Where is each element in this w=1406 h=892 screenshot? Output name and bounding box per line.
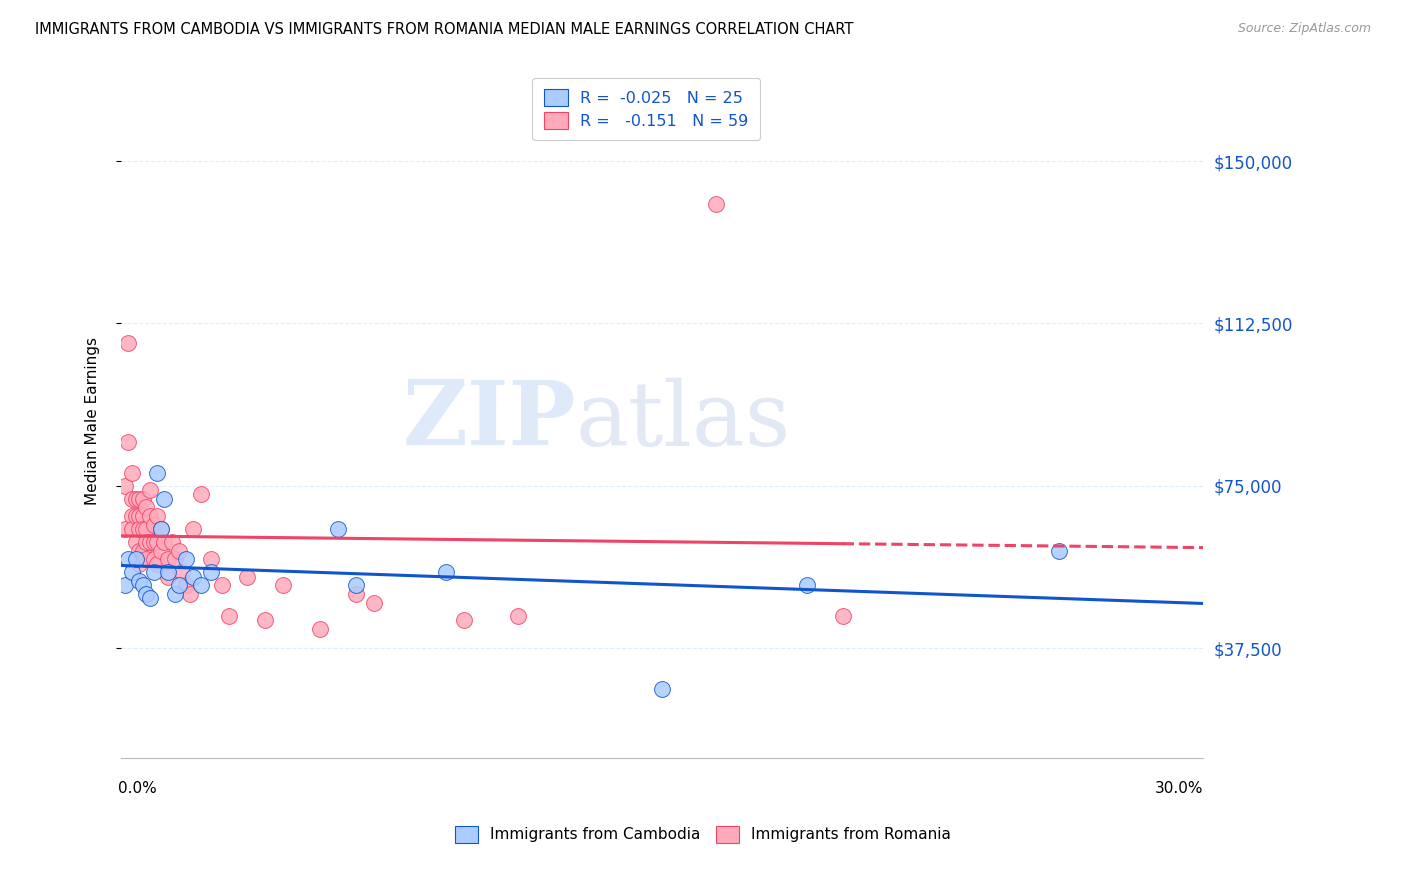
Point	[142, 566, 165, 580]
Point	[124, 535, 146, 549]
Point	[165, 552, 187, 566]
Point	[121, 522, 143, 536]
Point	[128, 557, 150, 571]
Point	[157, 570, 180, 584]
Point	[114, 578, 136, 592]
Point	[142, 517, 165, 532]
Point	[114, 522, 136, 536]
Point	[651, 682, 673, 697]
Point	[128, 509, 150, 524]
Point	[121, 491, 143, 506]
Point	[128, 543, 150, 558]
Point	[218, 608, 240, 623]
Point	[132, 522, 155, 536]
Point	[363, 596, 385, 610]
Text: Source: ZipAtlas.com: Source: ZipAtlas.com	[1237, 22, 1371, 36]
Point	[211, 578, 233, 592]
Point	[128, 491, 150, 506]
Point	[132, 509, 155, 524]
Point	[149, 543, 172, 558]
Point	[174, 578, 197, 592]
Point	[124, 552, 146, 566]
Point	[117, 435, 139, 450]
Point	[128, 574, 150, 588]
Point	[190, 487, 212, 501]
Point	[142, 535, 165, 549]
Point	[167, 543, 190, 558]
Point	[132, 543, 155, 558]
Point	[434, 566, 457, 580]
Point	[153, 491, 176, 506]
Point	[114, 479, 136, 493]
Point	[308, 622, 330, 636]
Point	[128, 522, 150, 536]
Point	[132, 491, 155, 506]
Y-axis label: Median Male Earnings: Median Male Earnings	[86, 337, 100, 505]
Text: atlas: atlas	[575, 377, 792, 465]
Point	[135, 587, 157, 601]
Point	[172, 566, 194, 580]
Point	[153, 535, 176, 549]
Point	[181, 570, 204, 584]
Point	[236, 570, 259, 584]
Point	[146, 509, 169, 524]
Point	[796, 578, 818, 592]
Point	[124, 509, 146, 524]
Point	[124, 491, 146, 506]
Point	[139, 535, 162, 549]
Point	[326, 522, 349, 536]
Point	[121, 466, 143, 480]
Point	[181, 522, 204, 536]
Point	[157, 552, 180, 566]
Point	[117, 552, 139, 566]
Point	[165, 587, 187, 601]
Point	[453, 613, 475, 627]
Point	[190, 578, 212, 592]
Text: 0.0%: 0.0%	[118, 781, 156, 797]
Point	[146, 466, 169, 480]
Point	[179, 587, 201, 601]
Point	[344, 587, 367, 601]
Point	[149, 522, 172, 536]
Point	[139, 509, 162, 524]
Text: 30.0%: 30.0%	[1154, 781, 1204, 797]
Point	[344, 578, 367, 592]
Point	[160, 535, 183, 549]
Point	[121, 566, 143, 580]
Point	[135, 535, 157, 549]
Point	[149, 522, 172, 536]
Point	[200, 566, 222, 580]
Legend: R =  -0.025   N = 25, R =   -0.151   N = 59: R = -0.025 N = 25, R = -0.151 N = 59	[533, 78, 759, 140]
Point	[139, 591, 162, 606]
Point	[200, 552, 222, 566]
Text: IMMIGRANTS FROM CAMBODIA VS IMMIGRANTS FROM ROMANIA MEDIAN MALE EARNINGS CORRELA: IMMIGRANTS FROM CAMBODIA VS IMMIGRANTS F…	[35, 22, 853, 37]
Point	[1047, 543, 1070, 558]
Point	[706, 197, 728, 211]
Point	[146, 557, 169, 571]
Point	[831, 608, 853, 623]
Point	[506, 608, 529, 623]
Point	[121, 509, 143, 524]
Point	[135, 522, 157, 536]
Point	[142, 552, 165, 566]
Point	[254, 613, 277, 627]
Legend: Immigrants from Cambodia, Immigrants from Romania: Immigrants from Cambodia, Immigrants fro…	[449, 820, 957, 848]
Point	[167, 578, 190, 592]
Point	[273, 578, 295, 592]
Point	[135, 552, 157, 566]
Point	[135, 500, 157, 515]
Point	[146, 535, 169, 549]
Point	[157, 566, 180, 580]
Point	[132, 578, 155, 592]
Text: ZIP: ZIP	[402, 377, 575, 465]
Point	[117, 335, 139, 350]
Point	[174, 552, 197, 566]
Point	[139, 483, 162, 497]
